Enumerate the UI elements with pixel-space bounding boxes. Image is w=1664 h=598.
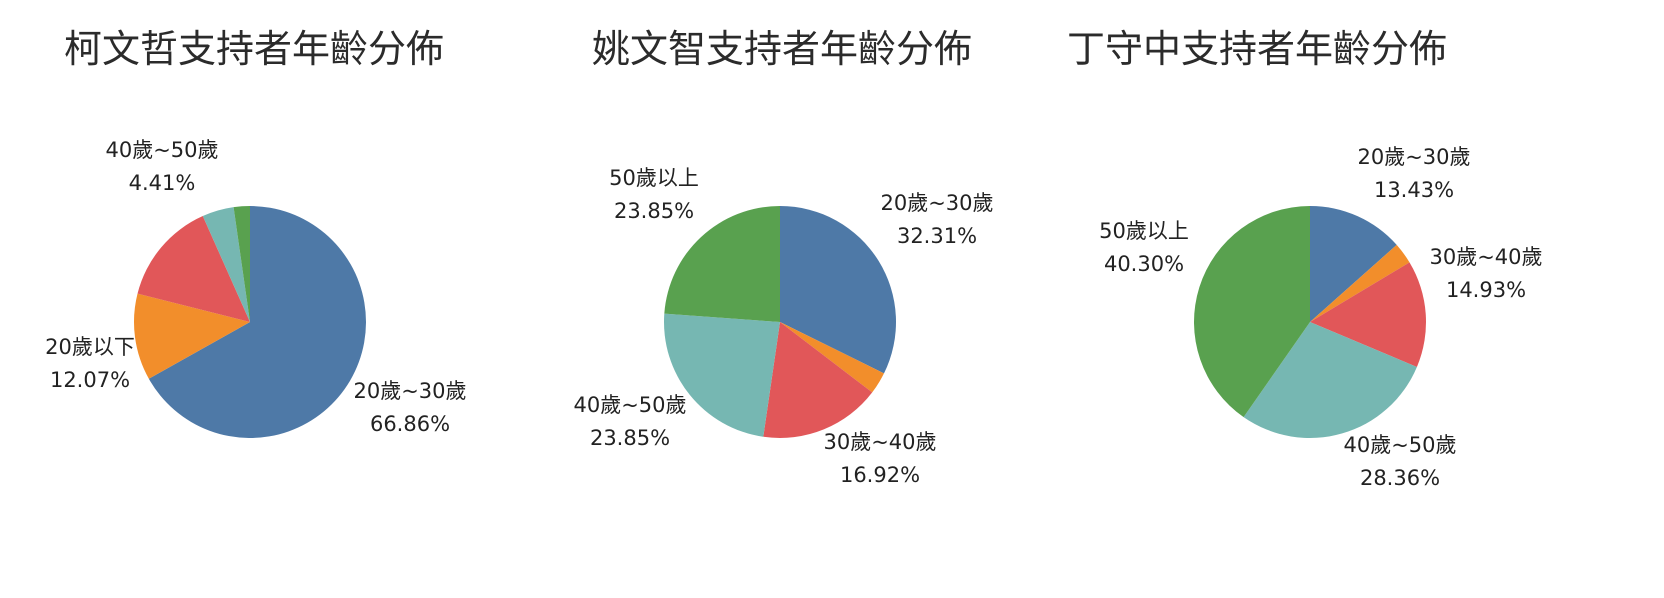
pie-chart-ding: 20歲~30歲 13.43% 30歲~40歲 14.93% 40歲~50歲 28.36% 5… <box>1099 145 1542 490</box>
pie-slice <box>763 322 873 439</box>
chart-title: 柯文哲支持者年齡分佈 <box>64 27 445 71</box>
slice-name-label: 20歲以下 <box>45 335 135 359</box>
chart-panel-yao: 姚文智支持者年齡分佈 20歲~30歲 32.31% 30歲~40歲 16.92% 40歲… <box>530 0 1070 598</box>
slice-name-label: 30歲~40歲 <box>823 430 936 454</box>
pie-slice <box>1243 322 1417 439</box>
slice-value-label: 40.30% <box>1104 252 1184 276</box>
pie-slice <box>1194 206 1310 418</box>
pie-chart-yao: 20歲~30歲 32.31% 30歲~40歲 16.92% 40歲~50歲 23.85% 5… <box>573 166 993 487</box>
pie-slice <box>148 206 366 438</box>
slice-name-label: 40歲~50歲 <box>573 393 686 417</box>
pie-slice <box>780 206 896 374</box>
slice-value-label: 32.31% <box>897 224 977 248</box>
pie-slice <box>1310 262 1426 367</box>
pie-slice <box>233 206 250 322</box>
pie-chart-ko: 20歲~30歲 66.86% 20歲以下 12.07% 40歲~50歲 4.41% <box>45 138 467 438</box>
slice-value-label: 14.93% <box>1446 278 1526 302</box>
slice-value-label: 4.41% <box>129 171 196 195</box>
pie-slice <box>134 293 250 379</box>
slice-value-label: 13.43% <box>1374 178 1454 202</box>
pie-slice <box>1310 206 1397 322</box>
chart-panel-ding: 丁守中支持者年齡分佈 20歲~30歲 13.43% 30歲~40歲 14.93% 40歲… <box>1061 0 1601 598</box>
slice-value-label: 23.85% <box>614 199 694 223</box>
slice-name-label: 40歲~50歲 <box>1343 433 1456 457</box>
chart-title: 丁守中支持者年齡分佈 <box>1067 27 1448 71</box>
slice-name-label: 40歲~50歲 <box>105 138 218 162</box>
slice-name-label: 20歲~30歲 <box>353 379 466 403</box>
slice-value-label: 23.85% <box>590 426 670 450</box>
slice-name-label: 20歲~30歲 <box>1357 145 1470 169</box>
slice-value-label: 28.36% <box>1360 466 1440 490</box>
chart-panel-ko: 柯文哲支持者年齡分佈 20歲~30歲 66.86% 20歲以下 12.07% 40歲~5… <box>0 0 540 598</box>
slice-value-label: 66.86% <box>370 412 450 436</box>
slice-name-label: 30歲~40歲 <box>1429 245 1542 269</box>
pie-slice <box>780 322 884 393</box>
slice-value-label: 16.92% <box>840 463 920 487</box>
pie-slice <box>664 313 780 437</box>
slice-name-label: 50歲以上 <box>609 166 699 190</box>
slice-name-label: 20歲~30歲 <box>880 191 993 215</box>
chart-title: 姚文智支持者年齡分佈 <box>592 27 973 71</box>
pie-slice <box>137 216 250 322</box>
slice-name-label: 50歲以上 <box>1099 219 1189 243</box>
pie-slice <box>202 207 250 322</box>
pie-slice <box>664 206 780 322</box>
pie-slice <box>1310 244 1410 322</box>
slice-value-label: 12.07% <box>50 368 130 392</box>
